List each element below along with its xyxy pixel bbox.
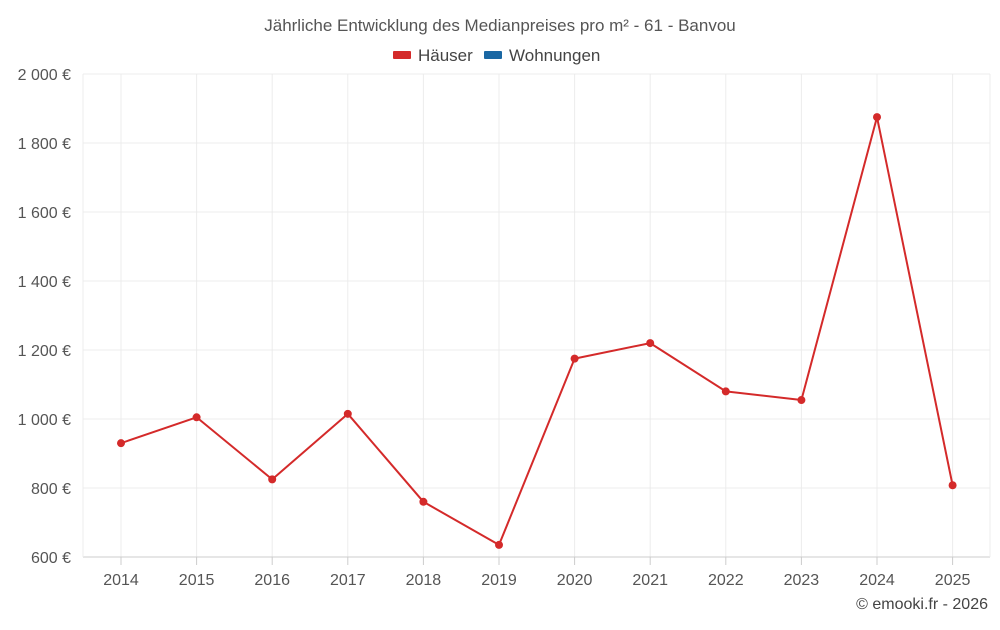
x-tick-label: 2014 [103, 572, 139, 589]
legend-label-wohnungen: Wohnungen [509, 46, 600, 65]
data-point-haeuser[interactable] [646, 339, 655, 348]
data-point-haeuser[interactable] [343, 409, 352, 418]
x-tick-label: 2023 [784, 572, 820, 589]
legend-item-haeuser[interactable]: Häuser [393, 46, 473, 65]
grid [83, 73, 990, 558]
legend-swatch-haeuser [393, 51, 411, 59]
data-point-haeuser[interactable] [268, 475, 277, 484]
y-tick-label: 1 800 € [18, 136, 71, 153]
legend-swatch-wohnungen [484, 51, 502, 59]
x-tick-label: 2021 [632, 572, 668, 589]
y-tick-label: 1 000 € [18, 412, 71, 429]
data-point-haeuser[interactable] [117, 439, 125, 448]
x-tick-label: 2022 [708, 572, 744, 589]
y-tick-label: 1 400 € [18, 274, 71, 291]
legend-label-haeuser: Häuser [418, 46, 473, 65]
data-point-haeuser[interactable] [192, 413, 201, 422]
series [117, 113, 957, 549]
data-point-haeuser[interactable] [721, 387, 730, 396]
x-tick-label: 2018 [406, 572, 442, 589]
series-line-haeuser [120, 116, 954, 546]
x-tick-label: 2015 [179, 572, 215, 589]
data-point-haeuser[interactable] [873, 113, 881, 122]
axes: 600 € 800 € 1 000 € 1 200 € 1 400 € 1 600 € 1 … [18, 67, 991, 589]
x-tick-label: 2017 [330, 572, 366, 589]
credit-text: © emooki.fr - 2026 [856, 596, 988, 613]
x-tick-label: 2020 [557, 572, 593, 589]
data-point-haeuser[interactable] [495, 540, 503, 549]
x-tick-label: 2025 [935, 572, 971, 589]
y-tick-label: 800 € [31, 481, 71, 498]
data-point-haeuser[interactable] [570, 354, 579, 363]
data-point-haeuser[interactable] [797, 396, 806, 405]
chart-title: Jährliche Entwicklung des Medianpreises … [264, 16, 736, 35]
x-tick-label: 2016 [254, 572, 290, 589]
y-tick-label: 1 600 € [18, 205, 71, 222]
y-tick-label: 600 € [31, 550, 71, 567]
legend-item-wohnungen[interactable]: Wohnungen [484, 46, 600, 65]
x-tick-label: 2024 [859, 572, 895, 589]
legend: Häuser Wohnungen [393, 46, 600, 65]
data-point-haeuser[interactable] [419, 497, 428, 506]
x-tick-label: 2019 [481, 572, 517, 589]
y-tick-label: 2 000 € [18, 67, 71, 84]
data-point-haeuser[interactable] [948, 481, 957, 490]
y-tick-label: 1 200 € [18, 343, 71, 360]
